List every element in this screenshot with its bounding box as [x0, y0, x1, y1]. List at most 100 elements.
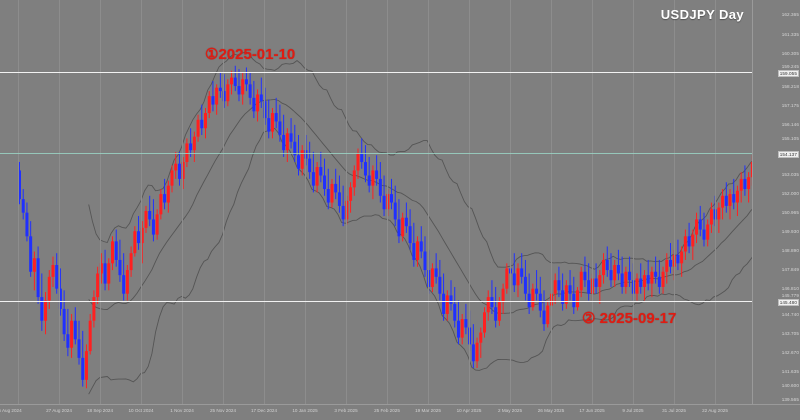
candle-body-bullish: [352, 170, 356, 188]
candle-body-bullish: [155, 214, 159, 235]
candle-body-bearish: [639, 278, 643, 287]
candle-body-bearish: [278, 121, 282, 135]
candle-body-bearish: [698, 219, 702, 230]
candle-body-bearish: [62, 308, 66, 335]
date-axis-label: 10 Apr 2025: [456, 408, 482, 413]
price-axis-label: 162.365: [781, 11, 799, 17]
price-axis-label: 139.565: [781, 396, 799, 402]
candle-body-bullish: [691, 234, 695, 247]
candle-body-bearish: [334, 183, 338, 193]
vertical-gridline: [387, 0, 388, 404]
vertical-gridline: [674, 0, 675, 404]
candle-body-bearish: [628, 271, 632, 281]
candle-body-bearish: [687, 236, 691, 247]
date-axis-label: 25 Nov 2024: [209, 408, 237, 413]
candle-body-bearish: [494, 307, 498, 321]
candle-body-bullish: [709, 209, 713, 225]
date-axis-label: 27 Aug 2024: [46, 408, 72, 413]
candle-body-bearish: [222, 91, 226, 102]
bollinger-lower-band: [88, 127, 752, 395]
candle-body-bullish: [576, 290, 579, 308]
date-axis-label: 22 Aug 2025: [702, 408, 728, 413]
vertical-gridline: [100, 0, 101, 404]
vertical-gridline: [182, 0, 183, 404]
price-axis-label: 158.218: [781, 83, 799, 89]
date-axis-label: 17 Jun 2025: [579, 408, 605, 413]
candle-body-bearish: [732, 194, 736, 203]
date-axis-label: 17 Dec 2024: [250, 408, 278, 413]
date-axis-label: 10 Jan 2025: [292, 408, 318, 413]
vertical-gridline: [305, 0, 306, 404]
candle-body-bearish: [118, 259, 122, 276]
candle-body-bearish: [77, 339, 81, 358]
date-axis-label: 18 Sep 2024: [86, 408, 114, 413]
candle-body-bearish: [609, 270, 613, 281]
candle-body-bearish: [676, 254, 680, 264]
candle-body-bullish: [285, 133, 289, 151]
candle-body-bearish: [527, 293, 531, 308]
candle-body-bearish: [367, 175, 371, 186]
candle-body-bearish: [323, 175, 327, 190]
candle-body-bearish: [490, 297, 494, 308]
candle-body-bullish: [133, 231, 137, 254]
chart-plot-area[interactable]: [0, 0, 752, 404]
vertical-gridline: [141, 0, 142, 404]
candle-body-bearish: [55, 265, 59, 289]
candle-body-bullish: [479, 332, 483, 343]
candle-body-bullish: [47, 276, 51, 301]
candle-body-bearish: [137, 231, 141, 244]
candle-body-bearish: [177, 163, 181, 179]
candle-body-bearish: [311, 172, 315, 186]
candle-body-bullish: [486, 297, 490, 313]
current-price-line: [0, 153, 752, 154]
candle-body-bearish: [252, 97, 256, 112]
price-axis-label: 140.600: [781, 382, 799, 388]
date-axis-label: 31 Jul 2025: [662, 408, 686, 413]
candle-body-bearish: [337, 192, 341, 206]
price-axis-label-highlighted: 159.055: [777, 69, 799, 77]
candle-body-bullish: [650, 271, 654, 284]
candle-body-bearish: [646, 275, 650, 284]
candle-body-bullish: [613, 265, 617, 281]
candle-body-bearish: [274, 113, 278, 122]
price-axis[interactable]: 162.365 161.335 160.305 159.245 159.055 158.2…: [752, 0, 800, 404]
candle-body-bullish: [598, 275, 602, 287]
candle-body-bearish: [535, 288, 539, 294]
price-axis-label: 143.705: [781, 330, 799, 336]
date-axis-label: 25 Feb 2025: [374, 408, 400, 413]
candle-body-bullish: [430, 268, 434, 287]
candlestick-canvas: [18, 51, 752, 395]
candle-body-bearish: [29, 236, 33, 272]
candle-body-bearish: [259, 94, 263, 102]
candle-body-bearish: [363, 162, 367, 176]
candle-body-bullish: [125, 270, 129, 294]
candle-body-bullish: [356, 153, 360, 171]
candle-body-bearish: [237, 86, 241, 95]
price-axis-label: 145.779: [781, 292, 799, 298]
vertical-gridline: [428, 0, 429, 404]
candle-body-bullish: [270, 113, 274, 132]
candle-body-bearish: [148, 210, 152, 220]
candle-body-bullish: [144, 210, 148, 228]
candle-body-bullish: [204, 113, 207, 129]
vertical-gridline: [18, 0, 19, 404]
candle-body-bullish: [192, 136, 196, 151]
candle-body-bullish: [501, 288, 505, 303]
candle-body-bearish: [587, 280, 591, 294]
annotation-2: ② 2025-09-17: [582, 310, 677, 327]
candle-body-bullish: [546, 305, 550, 325]
candle-body-bearish: [523, 276, 527, 294]
candle-body-bullish: [207, 96, 211, 114]
candle-body-bearish: [520, 268, 524, 277]
candle-body-bullish: [483, 312, 486, 333]
candle-body-bearish: [73, 320, 77, 340]
candle-body-bullish: [695, 219, 699, 235]
candle-body-bearish: [423, 251, 427, 271]
date-axis-label: 2 May 2025: [497, 408, 523, 413]
candle-body-bearish: [654, 271, 658, 277]
candle-body-bullish: [505, 268, 509, 289]
candle-body-bearish: [282, 134, 286, 151]
candle-body-bearish: [456, 320, 460, 338]
price-axis-label: 148.890: [781, 247, 799, 253]
date-axis[interactable]: 5 Aug 2024 27 Aug 2024 18 Sep 2024 10 Oct 2…: [0, 404, 800, 420]
